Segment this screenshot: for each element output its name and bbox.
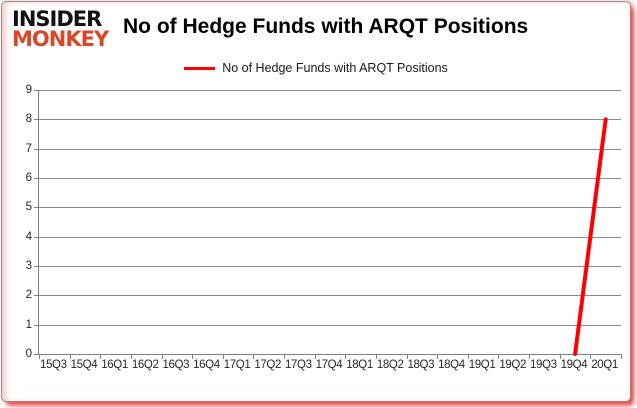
gridline [39,90,621,91]
x-tick-label: 20Q1 [591,359,618,371]
gridline [39,119,621,121]
x-axis-tick [69,354,71,359]
x-tick-label: 17Q2 [254,359,281,371]
logo-line-insider: INSIDER [12,7,102,31]
x-axis-tick [590,354,592,359]
y-tick-label: 2 [25,289,32,302]
x-tick-label: 15Q3 [40,359,67,371]
x-axis-tick [345,354,347,359]
x-axis-tick [192,354,194,359]
y-tick-label: 1 [25,318,32,331]
legend-label: No of Hedge Funds with ARQT Positions [222,61,448,75]
x-tick-label: 16Q3 [162,359,190,371]
y-tick-label: 9 [25,84,32,96]
x-axis-tick [375,354,377,359]
x-axis-tick [130,354,132,359]
gridline [39,295,621,297]
x-axis-tick [621,354,622,359]
logo-line-monkey: MONKEY [12,27,109,51]
x-tick-label: 17Q3 [285,359,312,371]
gridline [39,207,621,209]
x-axis-tick [559,354,561,359]
x-axis-tick [467,354,469,359]
x-axis-tick [406,354,408,359]
legend-line-swatch-icon [184,66,216,70]
chart-title: No of Hedge Funds with ARQT Positions [123,15,529,38]
y-axis-tick [34,178,39,179]
y-axis-tick [34,236,39,238]
x-tick-label: 18Q1 [346,359,373,371]
x-axis-tick [100,354,102,359]
y-axis-tick [34,266,39,267]
x-axis-tick [437,354,439,359]
x-axis-tick [161,354,163,359]
gridline [39,178,621,179]
x-tick-label: 16Q4 [193,359,220,371]
x-axis-tick [39,354,40,359]
gridline [39,266,621,267]
y-axis-tick [34,324,39,326]
y-tick-label: 4 [25,230,32,243]
gridline [39,236,621,238]
x-tick-label: 18Q3 [407,359,435,371]
x-axis-tick [314,354,316,359]
x-tick-label: 18Q4 [438,359,465,371]
x-tick-label: 17Q4 [315,359,343,371]
x-axis-tick [253,354,255,359]
y-axis-labels: 9 8 7 6 5 4 3 2 1 0 [2,84,32,360]
x-tick-label: 19Q2 [499,359,526,371]
plot-area [34,90,622,359]
y-tick-label: 3 [25,259,32,272]
x-tick-label: 19Q1 [468,359,496,371]
y-tick-label: 0 [25,348,32,360]
gridline [39,148,621,150]
x-axis-labels: 15Q3 15Q4 16Q1 16Q2 16Q3 16Q4 17Q1 17Q2 17Q3 17Q4… [38,359,620,371]
x-tick-label: 15Q4 [70,359,98,371]
y-tick-label: 7 [25,142,32,155]
x-tick-label: 19Q4 [560,359,588,371]
x-axis-tick [498,354,500,359]
legend: No of Hedge Funds with ARQT Positions [2,61,630,75]
y-axis-tick [34,90,39,91]
y-axis-tick [34,354,39,355]
chart-card: INSIDER MONKEY No of Hedge Funds with AR… [1,1,631,402]
x-tick-label: 19Q3 [530,359,557,371]
insider-monkey-logo: INSIDER MONKEY [12,7,109,51]
x-tick-label: 16Q1 [101,359,128,371]
y-tick-label: 8 [25,113,32,126]
x-tick-label: 18Q2 [376,359,404,371]
x-tick-label: 16Q2 [131,359,159,371]
y-axis-tick [34,119,39,121]
trend-line [573,117,608,356]
x-axis-tick [529,354,531,359]
y-tick-label: 6 [25,171,32,184]
y-axis-tick [34,295,39,297]
gridline [39,324,621,326]
y-axis-tick [34,148,39,150]
y-axis-tick [34,207,39,209]
x-axis-tick [284,354,286,359]
x-tick-label: 17Q1 [223,359,251,371]
series-lines [573,117,608,356]
y-tick-label: 5 [25,201,32,214]
x-axis-tick [222,354,224,359]
